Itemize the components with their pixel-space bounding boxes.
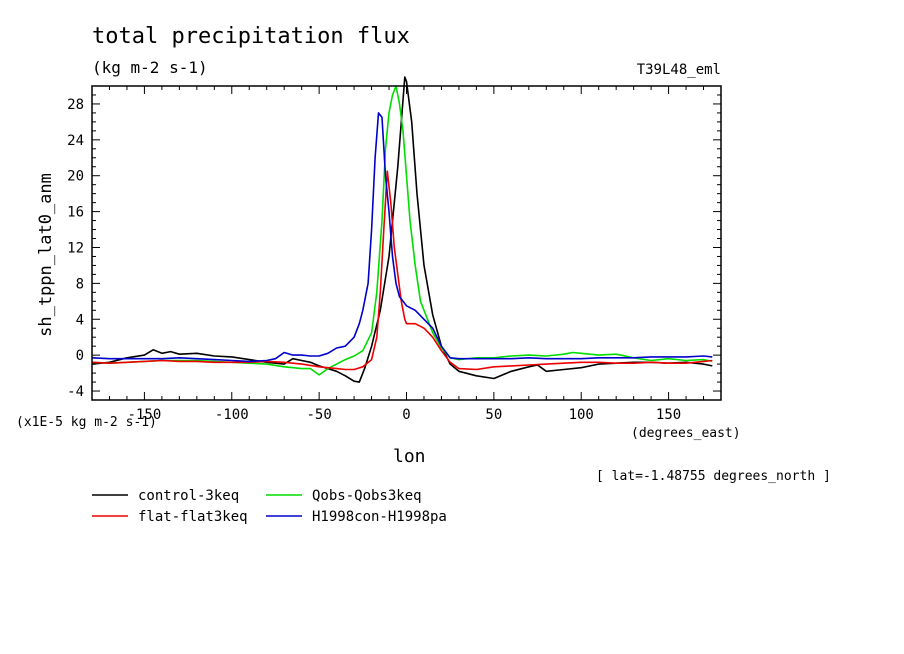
y-tick-label: 24 [67,133,84,149]
y-tick-label: 28 [67,97,84,113]
chart-title: total precipitation flux [92,24,410,49]
y-tick-label: 16 [67,205,84,221]
x-tick-label: -50 [306,407,331,423]
y-tick-label: -4 [67,384,84,400]
latitude-annotation: [ lat=-1.48755 degrees_north ] [596,469,831,484]
series-line-control-3keq [91,76,713,383]
series-lines-group [91,76,713,383]
y-tick-label: 20 [67,169,84,185]
chart-units-subtitle: (kg m-2 s-1) [92,58,208,77]
y-tick-label: 0 [76,348,84,364]
x-tick-label: -100 [215,407,249,423]
run-label: T39L48_eml [636,62,721,78]
plot-frame [91,85,722,401]
legend-label: Qobs-Qobs3keq [312,488,422,504]
x-tick-label: 150 [656,407,681,423]
y-tick-label: 8 [76,276,84,292]
y-scale-note: (x1E-5 kg m-2 s-1) [16,415,157,430]
series-line-flat-flat3keq [91,170,713,371]
legend-label: H1998con-H1998pa [312,509,447,525]
y-tick-label: 12 [67,240,84,256]
x-axis-units: (degrees_east) [631,426,741,441]
legend: control-3keq flat-flat3keq Qobs-Qobs3keq H1… [92,488,447,525]
x-tick-label: -150 [128,407,162,423]
x-tick-label: 100 [569,407,594,423]
legend-label: flat-flat3keq [138,509,248,525]
series-line-Qobs-Qobs3keq [91,85,713,376]
series-line-H1998con-H1998pa [91,112,713,363]
y-tick-label: 4 [76,312,84,328]
x-tick-label: 0 [402,407,410,423]
legend-label: control-3keq [138,488,239,504]
x-axis-label: lon [393,446,426,467]
x-tick-label: 50 [485,407,502,423]
axes-group: -150 -100 -50 0 50 100 150 -4 0 4 8 12 16 20 24 28 [67,85,722,423]
